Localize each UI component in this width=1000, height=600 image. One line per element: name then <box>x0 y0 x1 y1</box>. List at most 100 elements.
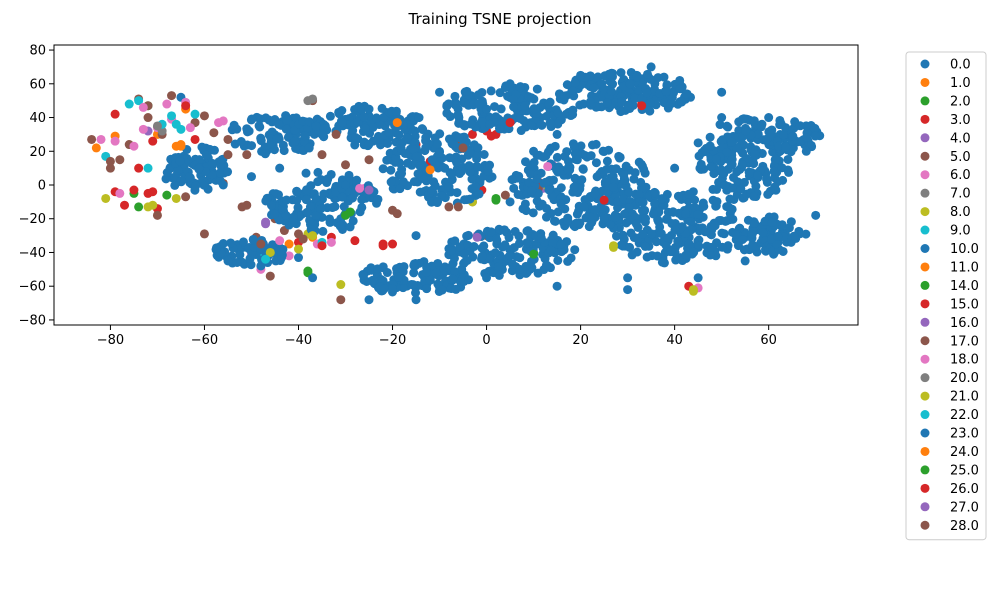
data-point <box>717 242 727 252</box>
data-point <box>490 248 500 258</box>
data-point <box>696 159 706 169</box>
data-point <box>560 151 570 161</box>
data-point <box>776 119 786 129</box>
series-16-0 <box>261 185 374 227</box>
data-point <box>623 273 633 283</box>
data-point <box>388 239 398 249</box>
data-point <box>727 183 737 193</box>
data-point <box>647 229 657 239</box>
data-point <box>753 170 763 180</box>
data-point <box>425 275 435 285</box>
data-point <box>602 98 612 108</box>
legend-label: 15.0 <box>950 297 979 312</box>
data-point <box>570 245 580 255</box>
data-point <box>482 104 492 114</box>
data-point <box>236 137 246 147</box>
legend-marker <box>920 502 930 512</box>
data-point <box>541 260 551 270</box>
data-point <box>609 241 619 251</box>
data-point <box>690 195 700 205</box>
data-point <box>382 268 392 278</box>
data-point <box>673 191 683 201</box>
data-point <box>421 267 431 277</box>
data-point <box>355 183 365 193</box>
data-point <box>681 89 691 99</box>
legend-label: 7.0 <box>950 187 971 202</box>
data-point <box>311 194 321 204</box>
data-point <box>523 226 533 236</box>
data-point <box>298 116 308 126</box>
data-point <box>143 163 153 173</box>
data-point <box>544 99 554 109</box>
data-point <box>451 284 461 294</box>
data-point <box>421 133 431 143</box>
data-point <box>638 198 648 208</box>
legend-marker <box>920 77 930 87</box>
data-point <box>293 253 303 263</box>
legend-label: 8.0 <box>950 205 971 220</box>
data-point <box>546 245 556 255</box>
data-point <box>616 240 626 250</box>
data-point <box>414 113 424 123</box>
data-point <box>508 94 518 104</box>
data-point <box>532 84 542 94</box>
data-point <box>774 141 784 151</box>
data-point <box>191 181 201 191</box>
y-tick-label: 80 <box>29 44 46 59</box>
data-point <box>749 159 759 169</box>
data-point <box>479 150 489 160</box>
x-tick-label: 60 <box>760 333 777 348</box>
legend-marker <box>920 170 930 180</box>
data-point <box>306 181 316 191</box>
data-point <box>170 180 180 190</box>
data-point <box>597 203 607 213</box>
data-point <box>749 116 759 126</box>
x-tick-label: −60 <box>191 333 218 348</box>
data-point <box>247 114 257 124</box>
legend-marker <box>920 280 930 290</box>
data-point <box>284 239 294 249</box>
data-point <box>173 165 183 175</box>
legend-marker <box>920 520 930 530</box>
data-point <box>434 148 444 158</box>
data-point <box>602 156 612 166</box>
data-point <box>541 212 551 222</box>
data-point <box>386 177 396 187</box>
series-20-0 <box>152 94 318 131</box>
data-point <box>513 189 523 199</box>
data-point <box>201 150 211 160</box>
data-point <box>115 155 125 165</box>
data-point <box>750 149 760 159</box>
data-point <box>377 103 387 113</box>
legend-label: 22.0 <box>950 408 979 423</box>
legend-marker <box>920 244 930 253</box>
data-point <box>505 118 515 128</box>
x-tick-label: −80 <box>97 333 124 348</box>
data-point <box>599 147 609 157</box>
data-point <box>176 176 186 186</box>
data-point <box>577 175 587 185</box>
data-point <box>176 141 186 151</box>
data-point <box>458 143 468 153</box>
legend-label: 2.0 <box>950 94 971 109</box>
data-point <box>699 201 709 211</box>
data-point <box>175 156 185 166</box>
data-point <box>181 101 191 111</box>
data-point <box>477 243 487 253</box>
data-point <box>586 97 596 107</box>
data-point <box>630 93 640 103</box>
legend-marker <box>920 428 930 438</box>
data-point <box>750 218 760 228</box>
data-point <box>199 229 209 239</box>
data-point <box>712 184 722 194</box>
data-point <box>529 249 539 259</box>
data-point <box>455 242 465 252</box>
data-point <box>477 117 487 127</box>
data-point <box>676 96 686 106</box>
legend: 0.0 1.0 2.0 3.0 4.0 5.0 6.0 7.0 8.0 9.0 10.0 11.0 14… <box>905 51 987 541</box>
data-point <box>433 196 443 206</box>
data-point <box>212 243 222 253</box>
data-point <box>275 236 285 246</box>
data-point <box>552 129 562 139</box>
data-point <box>530 104 540 114</box>
